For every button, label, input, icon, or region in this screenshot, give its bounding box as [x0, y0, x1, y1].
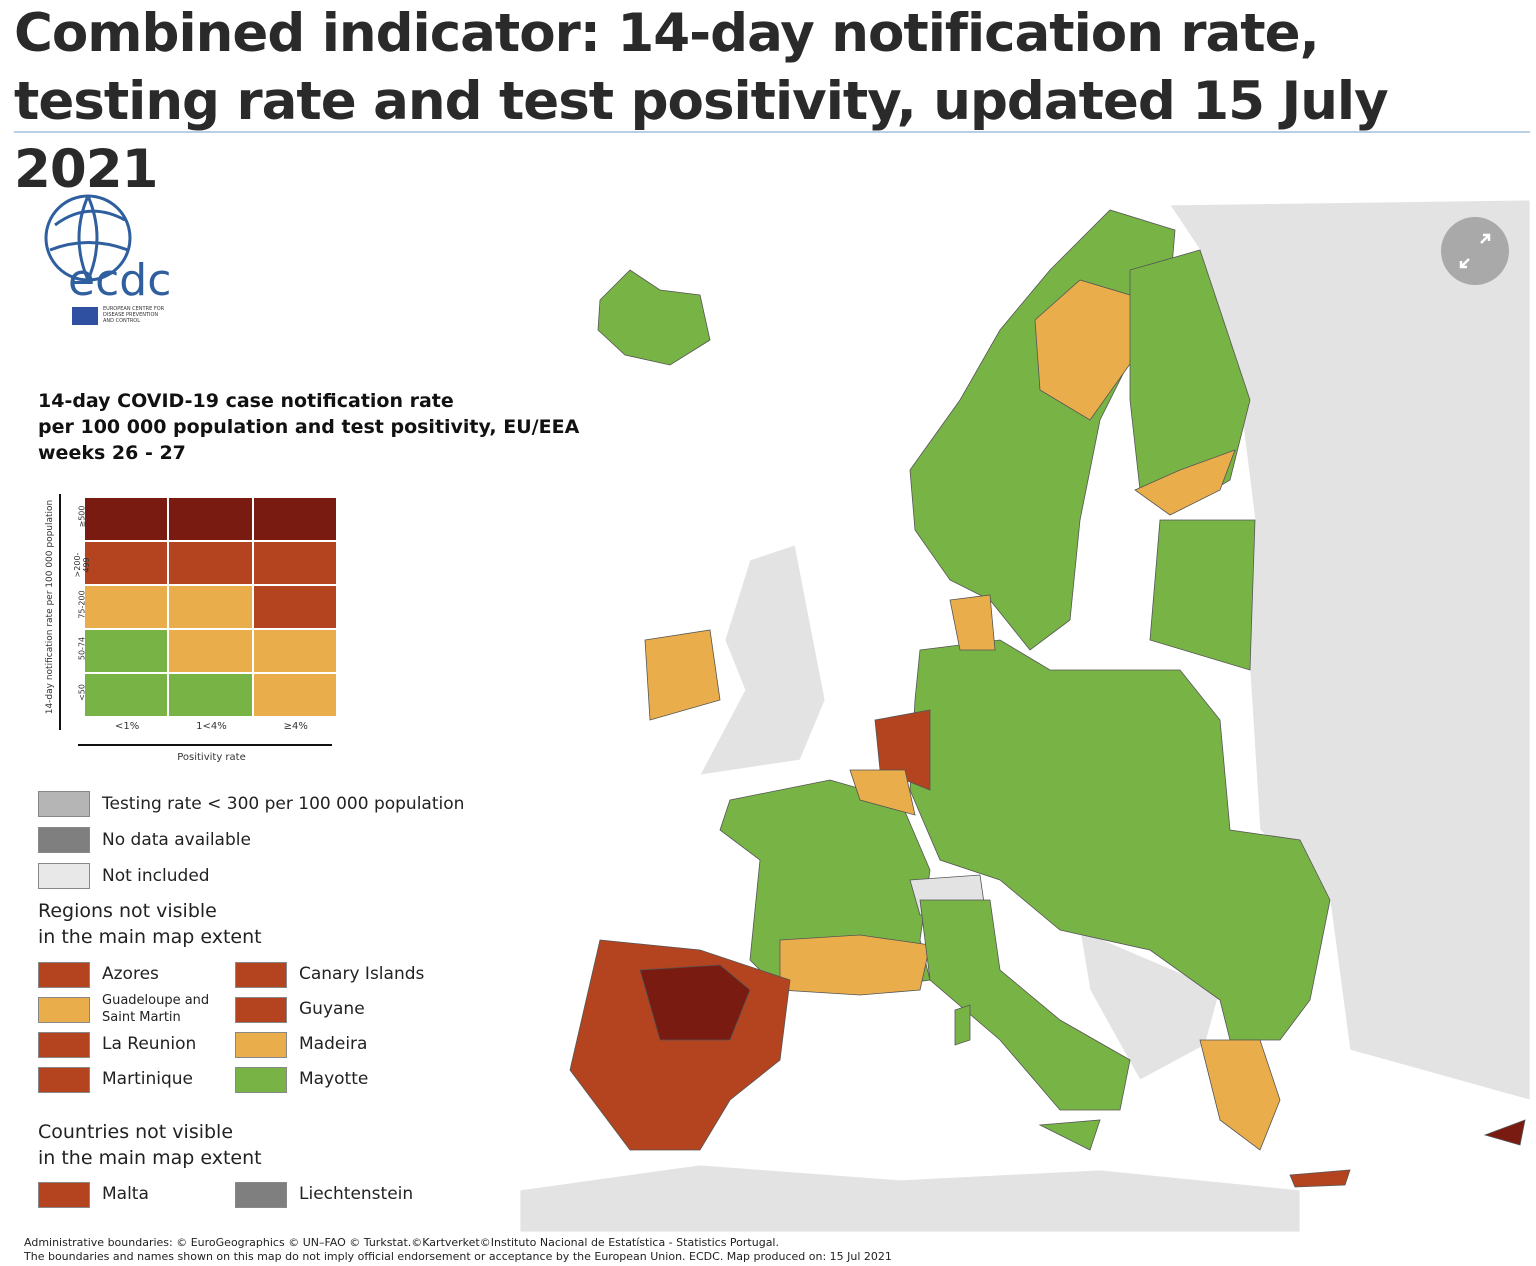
logo-subtitle-line: AND CONTROL	[103, 318, 141, 324]
region-swatch	[235, 962, 287, 988]
column-label: <1%	[115, 721, 140, 732]
countries-heading: Countries not visible	[38, 1121, 234, 1143]
region-label: La Reunion	[102, 1034, 197, 1054]
region-swatch	[38, 1067, 90, 1093]
legend-title: per 100 000 population and test positivi…	[38, 416, 580, 438]
page-title: Combined indicator: 14-day notification …	[14, 3, 1389, 200]
region-label: Mayotte	[299, 1069, 369, 1089]
crete	[1289, 1169, 1351, 1188]
matrix-cell	[169, 586, 252, 628]
logo-grid	[49, 195, 129, 281]
region-label: Martinique	[102, 1069, 193, 1089]
legend-label: Not included	[102, 866, 210, 886]
central-europe	[909, 639, 1331, 1041]
row-label: 50-74	[77, 636, 87, 661]
map-shapes	[519, 199, 1531, 1233]
region-swatch	[235, 1067, 287, 1093]
matrix-cell	[85, 498, 168, 540]
country-label: Malta	[102, 1184, 149, 1204]
region-label: Canary Islands	[299, 964, 425, 984]
spain-centre	[639, 964, 751, 1041]
row-label: ≥500	[77, 505, 87, 528]
region-swatch	[38, 1032, 90, 1058]
country-label: Liechtenstein	[299, 1184, 414, 1204]
matrix-cell	[85, 630, 168, 672]
matrix-cell	[85, 586, 168, 628]
uk	[699, 544, 826, 776]
row-label: >200-499	[73, 552, 91, 578]
matrix-cell	[169, 542, 252, 584]
france-south	[779, 934, 931, 996]
countries-heading: in the main map extent	[38, 1147, 262, 1169]
matrix-cell	[169, 674, 252, 716]
row-label: 75-200	[77, 590, 87, 619]
country-swatch	[38, 1182, 90, 1208]
x-axis-label: Positivity rate	[177, 752, 246, 763]
matrix-cell	[253, 542, 336, 584]
region-label: Azores	[102, 964, 159, 984]
region-swatch	[38, 997, 90, 1023]
denmark	[949, 594, 996, 651]
logo-name: ecdc	[68, 255, 171, 306]
matrix-cell	[169, 498, 252, 540]
legend-swatch	[38, 863, 90, 889]
title-rule	[14, 131, 1530, 133]
legend-swatch	[38, 827, 90, 853]
region-swatch	[235, 1032, 287, 1058]
logo-subtitle: EUROPEAN CENTRE FOR DISEASE PREVENTION AND…	[103, 306, 164, 324]
footer-line: The boundaries and names shown on this m…	[24, 1250, 892, 1263]
logo-subtitle-line: EUROPEAN CENTRE FOR	[103, 306, 165, 312]
greece	[1199, 1039, 1281, 1151]
footer-line: Administrative boundaries: © EuroGeograp…	[24, 1236, 779, 1249]
matrix-cell	[253, 674, 336, 716]
logo: ecdc	[44, 194, 171, 325]
column-label: ≥4%	[283, 721, 308, 732]
region-label: Madeira	[299, 1034, 368, 1054]
belgium	[849, 769, 916, 816]
region-label: Guyane	[299, 999, 365, 1019]
matrix-cell	[85, 542, 168, 584]
region-label: Guadeloupe and Saint Martin	[102, 993, 210, 1025]
legend-title: weeks 26 - 27	[38, 442, 186, 464]
legend-label: No data available	[102, 830, 251, 850]
legend-label: Testing rate < 300 per 100 000 populatio…	[102, 794, 465, 814]
x-axis-arrow	[78, 744, 332, 746]
column-label: 1<4%	[196, 721, 227, 732]
legend-swatch	[38, 791, 90, 817]
country-swatch	[235, 1182, 287, 1208]
y-axis-label: 14-day notification rate per 100 000 pop…	[45, 499, 55, 715]
matrix-cell	[253, 586, 336, 628]
matrix-cell	[85, 674, 168, 716]
logo-subtitle-line: DISEASE PREVENTION	[103, 312, 159, 318]
expand-icon	[1459, 233, 1491, 269]
matrix-cell	[253, 630, 336, 672]
row-label: <50	[77, 684, 87, 701]
y-axis-arrow	[59, 494, 61, 730]
finland-south	[1134, 449, 1236, 516]
region-swatch	[38, 962, 90, 988]
region-swatch	[235, 997, 287, 1023]
cyprus	[1483, 1119, 1526, 1146]
sardinia	[954, 1004, 971, 1046]
sicily	[1038, 1119, 1101, 1151]
expand-button[interactable]	[1441, 217, 1509, 285]
baltics	[1149, 519, 1256, 671]
regions-heading: Regions not visible	[38, 900, 217, 922]
land-africa	[519, 1164, 1301, 1233]
iceland	[597, 269, 711, 366]
legend-title: 14-day COVID-19 case notification rate	[38, 390, 454, 412]
ireland	[644, 629, 721, 721]
matrix-cell	[169, 630, 252, 672]
matrix-cell	[253, 498, 336, 540]
regions-heading: in the main map extent	[38, 926, 262, 948]
eu-flag	[72, 307, 98, 325]
